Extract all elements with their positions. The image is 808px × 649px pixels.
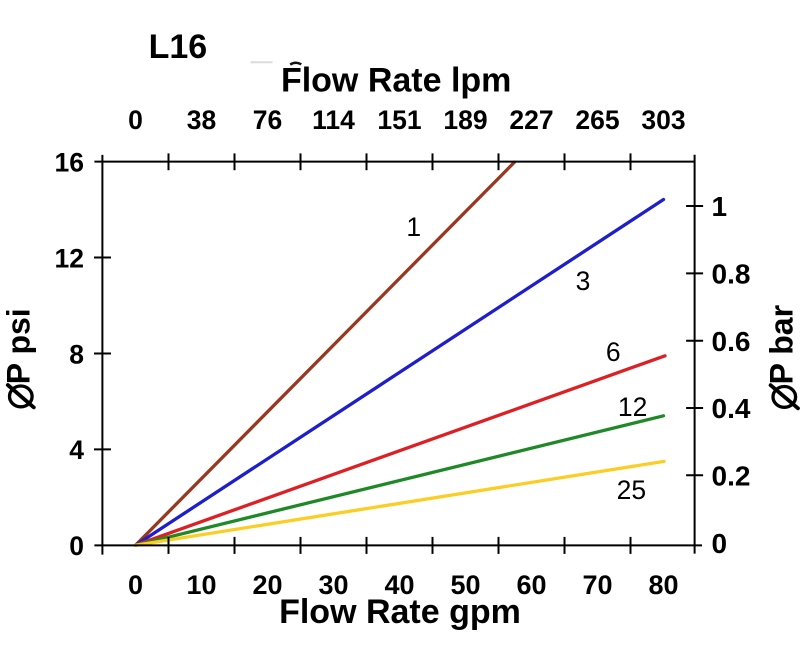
svg-text:60: 60 [516,570,546,600]
svg-text:P psi: P psi [1,308,37,384]
svg-text:70: 70 [582,570,612,600]
svg-text:227: 227 [509,105,553,135]
svg-text:16: 16 [55,147,84,177]
svg-text:38: 38 [187,105,216,135]
svg-text:12: 12 [618,392,647,422]
svg-text:P bar: P bar [764,305,800,384]
svg-text:6: 6 [606,337,621,367]
svg-text:0: 0 [712,528,728,559]
svg-text:4: 4 [69,435,84,465]
svg-text:25: 25 [617,475,646,505]
svg-text:3: 3 [576,266,591,296]
svg-text:0.2: 0.2 [712,461,751,492]
svg-text:Flow Rate gpm: Flow Rate gpm [279,593,521,631]
svg-text:80: 80 [648,570,678,600]
svg-text:Flow Rate lpm: Flow Rate lpm [281,61,511,99]
svg-text:189: 189 [443,105,487,135]
svg-text:10: 10 [186,570,216,600]
svg-text:30: 30 [318,570,348,600]
svg-text:50: 50 [450,570,480,600]
svg-text:8: 8 [69,339,84,369]
svg-text:L16: L16 [149,28,208,66]
svg-text:1: 1 [406,212,421,242]
svg-text:0: 0 [69,531,84,561]
svg-text:12: 12 [55,243,84,273]
svg-text:0: 0 [128,570,143,600]
svg-text:20: 20 [252,570,282,600]
svg-text:0.4: 0.4 [712,393,751,424]
svg-text:40: 40 [384,570,414,600]
svg-text:0: 0 [128,105,143,135]
svg-text:265: 265 [575,105,619,135]
svg-text:1: 1 [712,191,728,222]
svg-text:0.8: 0.8 [712,259,751,290]
svg-text:0.6: 0.6 [712,326,751,357]
svg-text:151: 151 [377,105,421,135]
svg-text:303: 303 [641,105,685,135]
svg-text:114: 114 [312,105,355,135]
svg-text:76: 76 [253,105,282,135]
